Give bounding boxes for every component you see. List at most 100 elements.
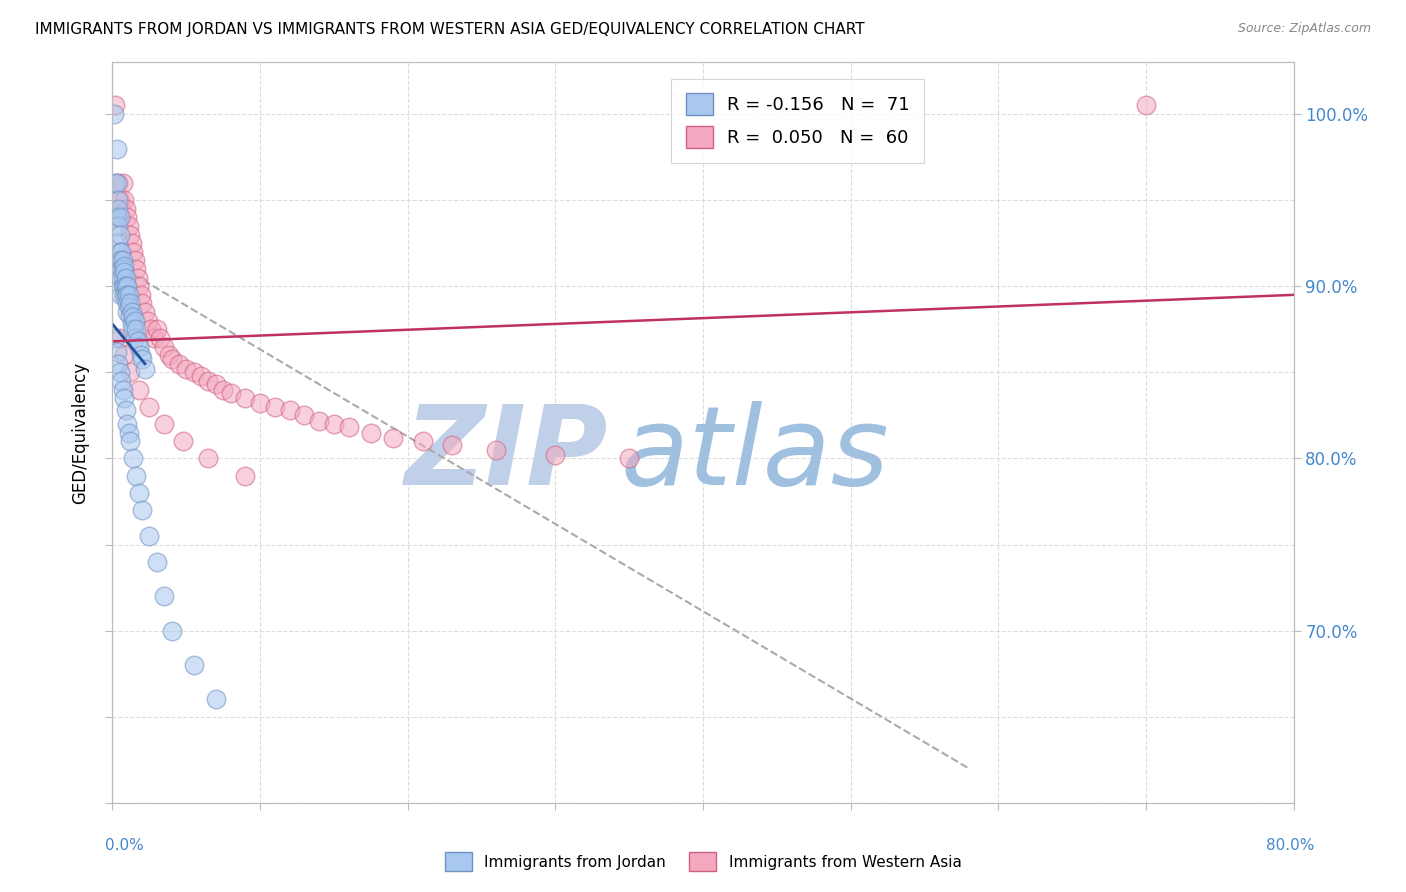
Point bbox=[111, 176, 134, 190]
Point bbox=[107, 219, 129, 233]
Point bbox=[128, 383, 150, 397]
Point bbox=[382, 431, 405, 445]
Point bbox=[127, 270, 149, 285]
Point bbox=[120, 296, 142, 310]
Point bbox=[114, 202, 136, 216]
Point bbox=[146, 555, 169, 569]
Point bbox=[292, 409, 315, 423]
Point bbox=[110, 253, 132, 268]
Point bbox=[153, 339, 176, 353]
Point bbox=[105, 211, 128, 225]
Point bbox=[110, 262, 132, 277]
Point bbox=[131, 351, 153, 366]
Point bbox=[134, 362, 156, 376]
Point bbox=[128, 486, 150, 500]
Point bbox=[131, 296, 153, 310]
Point bbox=[117, 211, 138, 225]
Point bbox=[104, 331, 127, 345]
Point bbox=[124, 253, 146, 268]
Point bbox=[117, 417, 138, 431]
Point bbox=[105, 176, 128, 190]
Point bbox=[411, 434, 433, 449]
Point bbox=[219, 386, 242, 401]
Point bbox=[174, 362, 197, 376]
Point bbox=[160, 351, 183, 366]
Point bbox=[122, 310, 145, 325]
Point bbox=[142, 331, 165, 345]
Point bbox=[110, 288, 132, 302]
Point bbox=[127, 334, 149, 349]
Point bbox=[111, 262, 134, 277]
Point bbox=[110, 374, 132, 388]
Point bbox=[120, 365, 142, 379]
Point bbox=[157, 348, 180, 362]
Point bbox=[108, 227, 131, 242]
Point bbox=[114, 270, 136, 285]
Point bbox=[111, 383, 134, 397]
Point bbox=[131, 503, 153, 517]
Point bbox=[107, 236, 129, 251]
Point bbox=[118, 425, 141, 440]
Point bbox=[117, 279, 138, 293]
Point bbox=[1135, 98, 1157, 112]
Point bbox=[138, 529, 160, 543]
Point bbox=[104, 98, 127, 112]
Point bbox=[103, 107, 125, 121]
Point bbox=[128, 339, 150, 353]
Point bbox=[233, 391, 256, 405]
Point bbox=[105, 344, 128, 359]
Point bbox=[114, 288, 136, 302]
Point bbox=[108, 211, 131, 225]
Point bbox=[544, 448, 567, 462]
Point bbox=[441, 438, 464, 452]
Point bbox=[278, 403, 301, 417]
Point bbox=[183, 365, 205, 379]
Point bbox=[360, 425, 382, 440]
Point bbox=[118, 219, 141, 233]
Text: ZIP: ZIP bbox=[405, 401, 609, 508]
Point bbox=[121, 305, 143, 319]
Point bbox=[134, 305, 156, 319]
Point bbox=[120, 434, 142, 449]
Point bbox=[107, 193, 129, 207]
Point bbox=[120, 309, 142, 323]
Point bbox=[105, 142, 128, 156]
Point bbox=[111, 270, 134, 285]
Point bbox=[104, 176, 127, 190]
Point bbox=[117, 305, 138, 319]
Point bbox=[485, 442, 508, 457]
Point bbox=[124, 314, 146, 328]
Point bbox=[108, 253, 131, 268]
Point bbox=[160, 624, 183, 638]
Point bbox=[125, 322, 148, 336]
Legend: R = -0.156   N =  71, R =  0.050   N =  60: R = -0.156 N = 71, R = 0.050 N = 60 bbox=[671, 78, 924, 162]
Point bbox=[205, 692, 228, 706]
Point bbox=[149, 331, 172, 345]
Point bbox=[308, 413, 330, 427]
Point bbox=[111, 279, 134, 293]
Point bbox=[108, 331, 131, 345]
Point bbox=[153, 589, 176, 603]
Point bbox=[122, 322, 145, 336]
Point bbox=[118, 300, 141, 314]
Legend: Immigrants from Jordan, Immigrants from Western Asia: Immigrants from Jordan, Immigrants from … bbox=[439, 847, 967, 877]
Point bbox=[183, 658, 205, 673]
Point bbox=[124, 331, 146, 345]
Point bbox=[125, 468, 148, 483]
Point bbox=[117, 296, 138, 310]
Point bbox=[249, 396, 271, 410]
Point bbox=[619, 451, 641, 466]
Point bbox=[110, 211, 132, 225]
Point bbox=[197, 451, 219, 466]
Text: 0.0%: 0.0% bbox=[105, 838, 145, 853]
Point bbox=[112, 259, 135, 273]
Point bbox=[112, 348, 135, 362]
Point bbox=[104, 211, 127, 225]
Point bbox=[112, 288, 135, 302]
Point bbox=[108, 193, 131, 207]
Point bbox=[120, 227, 142, 242]
Text: Source: ZipAtlas.com: Source: ZipAtlas.com bbox=[1237, 22, 1371, 36]
Point bbox=[264, 400, 287, 414]
Point bbox=[129, 348, 152, 362]
Point bbox=[136, 314, 159, 328]
